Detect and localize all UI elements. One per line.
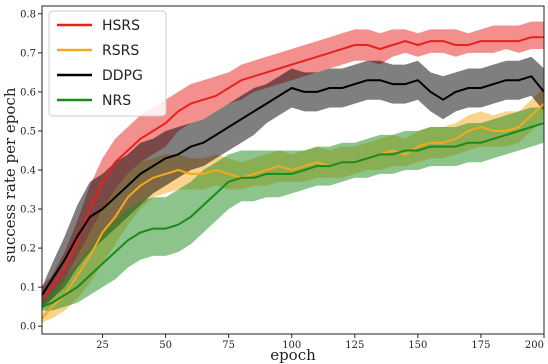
legend-label-rsrs: RSRS (102, 43, 139, 59)
x-tick-label: 175 (471, 340, 490, 351)
x-tick-label: 125 (345, 340, 364, 351)
line-ddpg (41, 75, 545, 296)
y-axis-ticks: 0.0 0.1 0.2 0.3 0.4 0.5 0.6 0.7 0.8 (20, 9, 42, 333)
band-ddpg (42, 56, 544, 307)
legend-box (48, 10, 167, 117)
x-axis-ticks: 25 50 75 100 125 150 175 200 (96, 334, 545, 351)
series-lines (41, 36, 545, 320)
line-rsrs (41, 102, 545, 320)
x-axis-title: epoch (270, 346, 316, 364)
legend: HSRS RSRS DDPG NRS (48, 10, 167, 117)
legend-label-nrs: NRS (102, 93, 131, 109)
x-tick-label: 150 (408, 340, 427, 351)
legend-label-hsrs: HSRS (102, 18, 140, 34)
line-nrs (41, 122, 545, 308)
x-tick-label: 75 (222, 340, 235, 351)
y-tick-label: 0.1 (20, 283, 36, 294)
y-tick-label: 0.4 (20, 166, 36, 177)
y-tick-label: 0.3 (20, 205, 36, 216)
x-tick-label: 200 (525, 340, 544, 351)
y-axis-title: success rate per epoch (1, 87, 19, 262)
y-tick-label: 0.6 (20, 87, 36, 98)
line-hsrs (41, 36, 544, 300)
y-tick-label: 0.0 (20, 322, 36, 333)
band-nrs (42, 107, 544, 311)
y-tick-label: 0.2 (20, 244, 36, 255)
y-tick-label: 0.5 (20, 126, 36, 137)
legend-label-ddpg: DDPG (102, 68, 143, 84)
x-tick-label: 100 (282, 340, 301, 351)
y-tick-label: 0.8 (20, 9, 36, 20)
x-tick-label: 25 (96, 340, 109, 351)
x-tick-label: 50 (159, 340, 172, 351)
y-tick-label: 0.7 (20, 48, 36, 59)
